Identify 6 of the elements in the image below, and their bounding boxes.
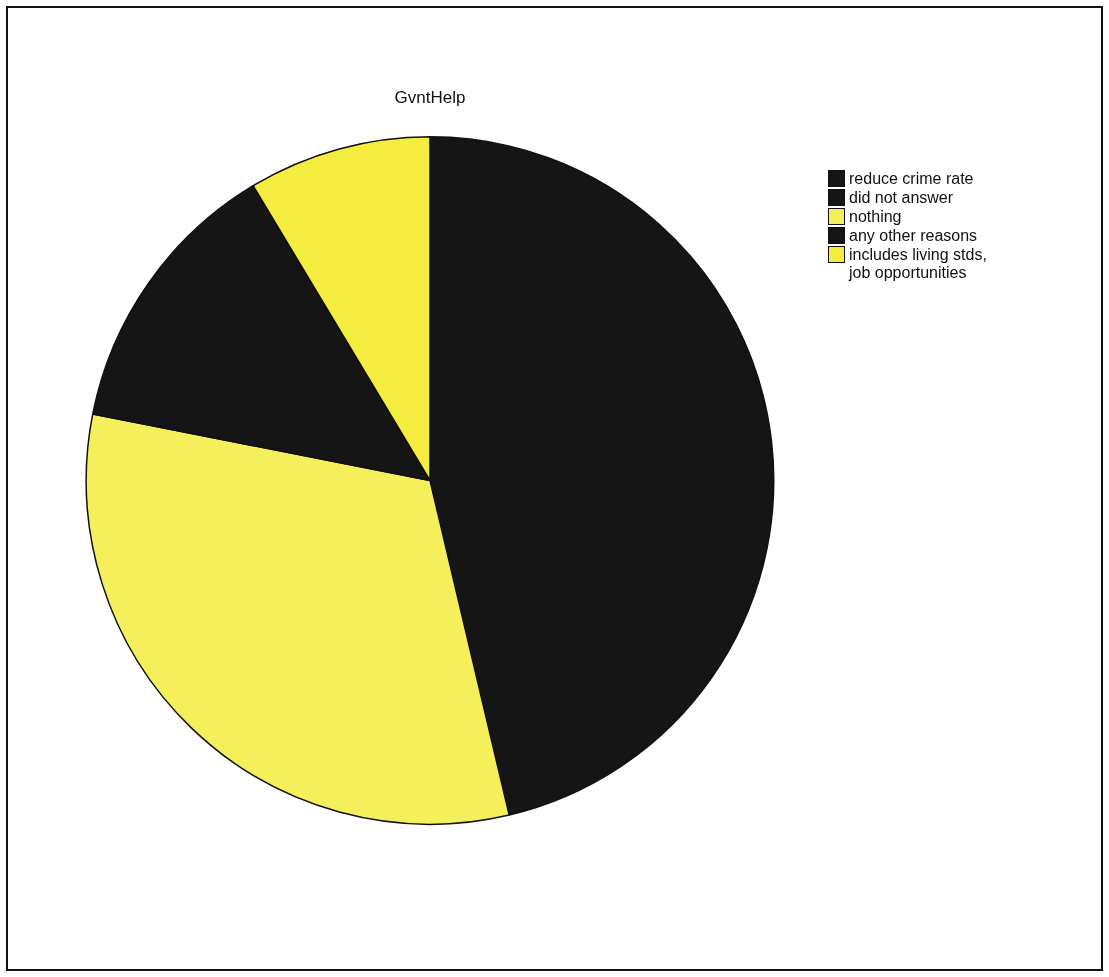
legend-label: any other reasons (849, 227, 978, 245)
legend-label: nothing (849, 208, 902, 226)
chart-title: GvntHelp (393, 88, 467, 108)
legend-label: did not answer (849, 189, 954, 207)
legend-label: reduce crime rate (849, 170, 974, 188)
legend-label: includes living stds, job opportunities (849, 246, 988, 282)
